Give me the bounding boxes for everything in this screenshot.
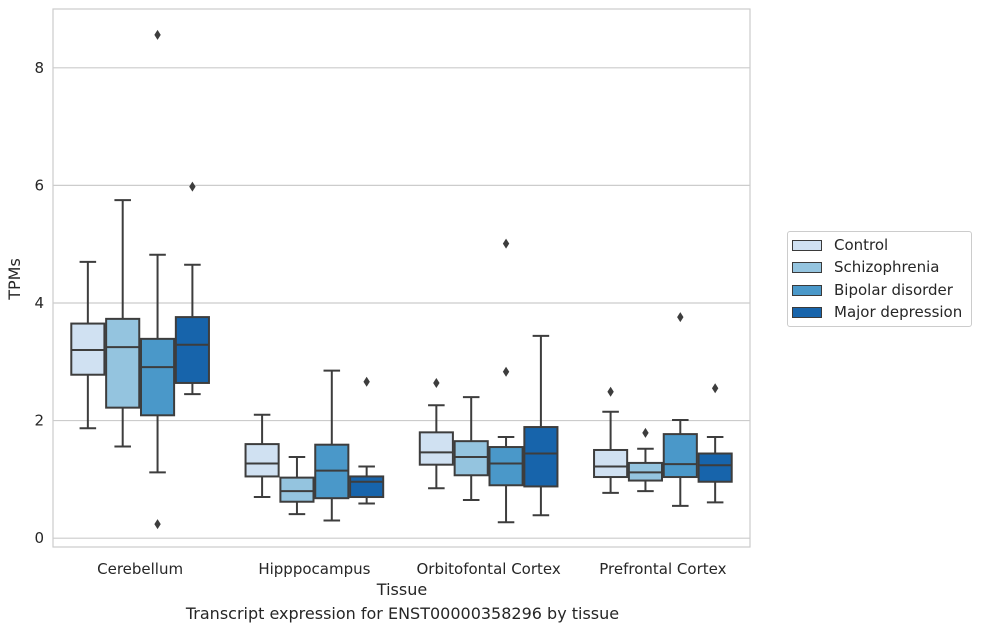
boxes <box>70 29 733 530</box>
outlier-point <box>189 181 196 192</box>
legend-item-control: Control <box>792 235 888 255</box>
outlier-point <box>363 376 370 387</box>
y-tick-labels: 0 2 4 6 8 <box>34 59 44 547</box>
box-bipolar-disorder <box>139 29 176 530</box>
outlier-point <box>154 29 161 40</box>
figure-caption: Transcript expression for ENST0000035829… <box>185 604 620 623</box>
y-tick-label: 4 <box>34 294 44 312</box>
box-major-depression <box>523 334 559 517</box>
box-iqr <box>418 431 454 466</box>
outlier-point <box>642 427 649 438</box>
outlier-point <box>502 366 510 377</box>
outlier-point <box>607 386 614 397</box>
box-major-depression <box>349 376 385 505</box>
x-tick-label: Hipppocampus <box>258 560 370 578</box>
legend-item-schizophrenia: Schizophrenia <box>792 257 939 277</box>
x-axis-label: Tissue <box>376 580 427 599</box>
box-major-depression <box>174 181 210 396</box>
y-tick-label: 0 <box>34 529 44 547</box>
outlier-point <box>711 383 719 394</box>
x-tick-label: Orbitofontal Cortex <box>417 560 561 578</box>
box-schizophrenia <box>627 427 664 493</box>
legend-swatch-major-depression <box>792 306 822 318</box>
box-iqr <box>349 475 385 499</box>
y-tick-label: 2 <box>34 412 44 430</box>
box-schizophrenia <box>105 199 141 448</box>
legend-item-bipolar-disorder: Bipolar disorder <box>792 280 953 300</box>
plot-area <box>52 8 751 548</box>
legend-label: Bipolar disorder <box>834 281 953 299</box>
box-control <box>70 260 106 430</box>
box-iqr <box>697 452 733 483</box>
y-tick-label: 6 <box>34 176 44 194</box>
y-tick-label: 8 <box>34 59 44 77</box>
box-bipolar-disorder <box>662 312 698 507</box>
box-iqr <box>244 443 280 478</box>
box-control <box>593 386 629 494</box>
outlier-point <box>154 519 161 530</box>
box-schizophrenia <box>453 396 489 501</box>
box-bipolar-disorder <box>488 238 524 524</box>
box-iqr <box>139 337 176 417</box>
legend-label: Major depression <box>834 303 963 321</box>
box-iqr <box>488 446 524 487</box>
box-major-depression <box>697 383 733 504</box>
box-schizophrenia <box>279 456 315 516</box>
legend-swatch-bipolar-disorder <box>792 284 822 296</box>
x-tick-label: Cerebellum <box>97 560 183 578</box>
outlier-point <box>502 238 510 249</box>
box-iqr <box>593 448 629 479</box>
x-tick-label: Prefrontal Cortex <box>599 560 726 578</box>
box-bipolar-disorder <box>314 369 350 522</box>
box-iqr <box>523 426 559 488</box>
box-iqr <box>105 317 141 409</box>
legend-swatch-schizophrenia <box>792 261 822 273</box>
legend: Control Schizophrenia Bipolar disorder M… <box>787 231 972 327</box>
legend-label: Schizophrenia <box>834 258 940 276</box>
box-control <box>244 413 280 499</box>
box-control <box>418 377 454 490</box>
box-iqr <box>662 433 698 479</box>
y-axis-label: TPMs <box>5 258 24 301</box>
outlier-point <box>433 377 440 388</box>
outlier-point <box>677 312 684 323</box>
gridlines <box>53 67 750 539</box>
box-iqr <box>453 440 489 477</box>
legend-item-major-depression: Major depression <box>792 302 962 322</box>
legend-swatch-control <box>792 239 822 251</box>
box-iqr <box>174 316 210 384</box>
x-tick-labels: Cerebellum Hipppocampus Orbitofontal Corte… <box>97 560 726 578</box>
box-iqr <box>279 476 315 503</box>
legend-label: Control <box>834 236 889 254</box>
